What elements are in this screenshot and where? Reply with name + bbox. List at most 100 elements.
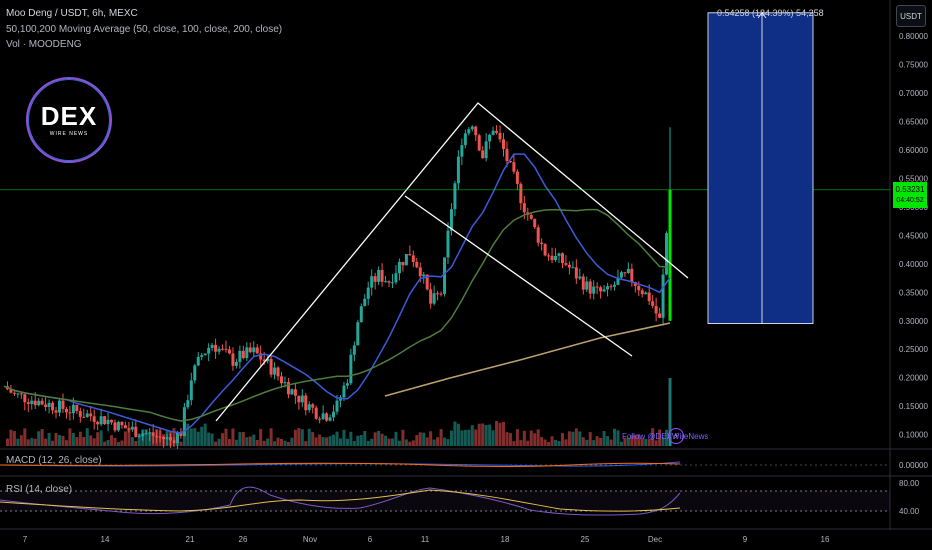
volume-bar xyxy=(460,430,464,446)
volume-bar xyxy=(182,428,186,446)
volume-bar xyxy=(155,429,159,446)
current-price-value: 0.53231 xyxy=(895,185,925,194)
candle-down xyxy=(380,270,384,282)
volume-bar xyxy=(661,437,665,446)
rsi-label[interactable]: RSI (14, close) xyxy=(6,484,73,495)
candle-down xyxy=(543,244,547,256)
candle-up xyxy=(266,358,270,362)
candle-up xyxy=(467,129,471,134)
volume-bar xyxy=(283,440,287,446)
volume-bar xyxy=(474,429,478,446)
x-tick-label: 25 xyxy=(581,535,590,544)
candle-down xyxy=(134,426,138,437)
macd-value: 0.00000 xyxy=(899,461,928,470)
volume-bar xyxy=(484,424,488,446)
candle-down xyxy=(103,416,107,425)
candle-up xyxy=(616,277,620,285)
volume-bar xyxy=(637,434,641,446)
candle-up xyxy=(404,254,408,266)
volume-bar xyxy=(477,423,481,446)
y-tick-label: 0.75000 xyxy=(899,61,928,70)
volume-bar xyxy=(536,429,540,446)
candle-up xyxy=(99,416,103,425)
volume-bar xyxy=(560,433,564,446)
volume-bar xyxy=(418,432,422,446)
volume-bar xyxy=(290,437,294,446)
candle-up xyxy=(71,404,75,414)
candle-down xyxy=(595,286,599,288)
candle-up xyxy=(491,130,495,135)
volume-bar xyxy=(592,440,596,446)
volume-bar xyxy=(175,439,179,446)
candle-down xyxy=(425,274,429,290)
candle-down xyxy=(92,416,96,422)
y-tick-label: 0.30000 xyxy=(899,317,928,326)
volume-bar xyxy=(429,431,433,446)
candle-down xyxy=(314,407,318,419)
volume-bar xyxy=(436,437,440,446)
lightning-icon[interactable]: ⚡ xyxy=(668,428,684,444)
candle-up xyxy=(606,286,610,290)
candle-up xyxy=(196,356,200,366)
volume-bar xyxy=(481,423,485,446)
candle-down xyxy=(75,404,79,412)
candle-down xyxy=(609,286,613,288)
candle-down xyxy=(44,404,48,408)
volume-bar xyxy=(394,431,398,446)
volume-bar xyxy=(127,428,131,446)
candle-up xyxy=(363,298,367,307)
volume-bar xyxy=(103,441,107,446)
candle-down xyxy=(519,183,523,204)
volume-bar xyxy=(602,431,606,446)
candle-down xyxy=(477,135,481,151)
volume-bar xyxy=(262,440,266,446)
candle-up xyxy=(557,253,561,256)
candle-down xyxy=(51,402,55,411)
volume-bar xyxy=(47,432,51,446)
candle-down xyxy=(224,348,228,350)
volume-bar xyxy=(19,435,23,446)
volume-bar xyxy=(422,432,426,446)
candle-up xyxy=(116,421,120,431)
volume-bar xyxy=(293,429,297,446)
volume-bar xyxy=(370,438,374,446)
volume-bar xyxy=(515,429,519,446)
volume-bar xyxy=(189,428,193,446)
volume-bar xyxy=(526,440,530,446)
candle-up xyxy=(366,287,370,299)
logo-subtext: WIRE NEWS xyxy=(49,131,89,137)
volume-bar xyxy=(328,436,332,446)
candle-up xyxy=(619,272,623,278)
volume-bar xyxy=(217,438,221,446)
candle-down xyxy=(227,349,231,354)
moving-average-legend[interactable]: 50,100,200 Moving Average (50, close, 10… xyxy=(6,24,283,35)
volume-bar xyxy=(397,440,401,446)
volume-legend[interactable]: Vol · MOODENG xyxy=(6,39,82,50)
volume-bar xyxy=(613,428,616,446)
x-tick-label: Dec xyxy=(648,535,662,544)
volume-bar xyxy=(626,437,630,446)
candle-up xyxy=(463,133,467,146)
candle-down xyxy=(248,347,252,353)
candle-up xyxy=(200,355,204,357)
volume-bar xyxy=(165,431,169,446)
candle-up xyxy=(460,145,464,157)
candle-down xyxy=(123,425,127,429)
candle-up xyxy=(47,402,51,408)
currency-button[interactable]: USDT xyxy=(896,5,926,27)
candle-down xyxy=(387,281,391,283)
volume-bar xyxy=(495,420,499,446)
candle-down xyxy=(508,160,512,163)
volume-bar xyxy=(335,431,339,446)
volume-bar xyxy=(26,439,30,446)
candle-down xyxy=(255,347,259,354)
macd-label[interactable]: MACD (12, 26, close) xyxy=(6,455,102,466)
candle-up xyxy=(391,282,394,284)
candle-down xyxy=(567,264,571,268)
volume-bar xyxy=(404,439,408,446)
rsi-line xyxy=(0,486,681,516)
candle-down xyxy=(498,132,502,140)
candle-up xyxy=(283,382,287,384)
candle-up xyxy=(665,233,669,275)
